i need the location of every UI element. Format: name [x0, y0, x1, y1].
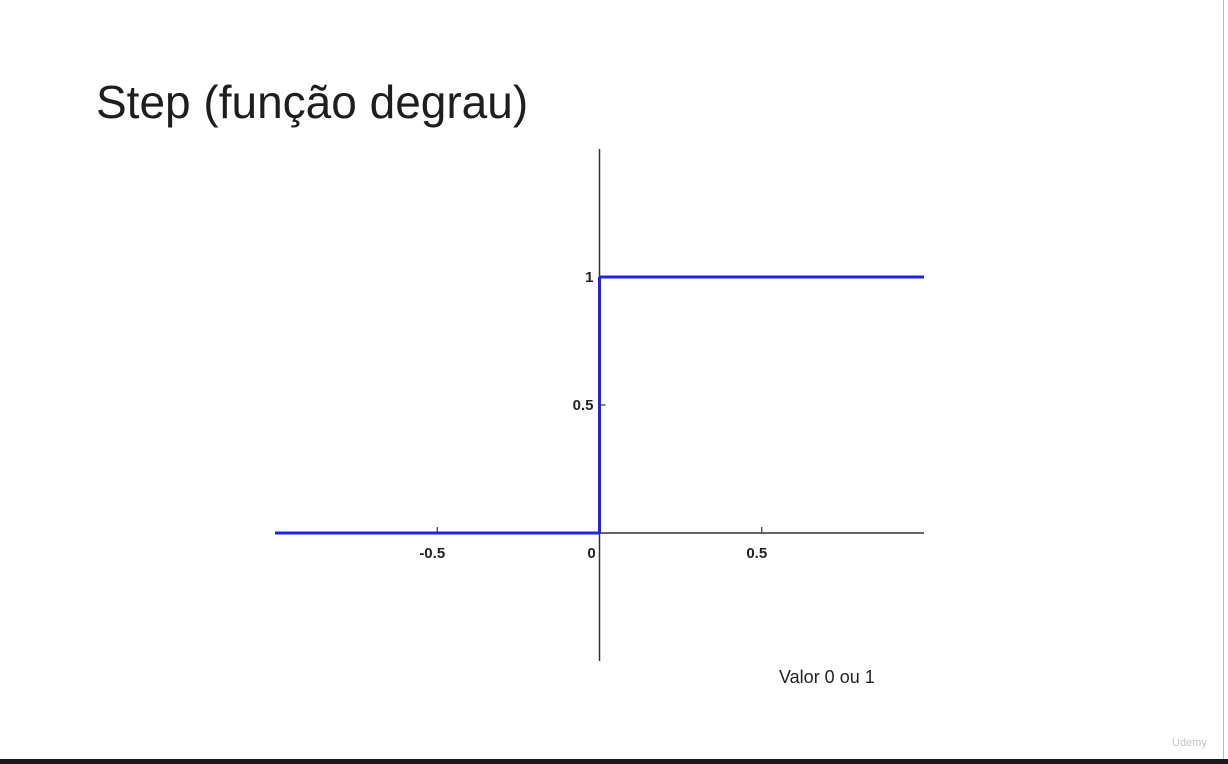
frame-border-right — [1223, 0, 1224, 764]
x-tick-label: -0.5 — [419, 545, 445, 562]
y-tick-label: 1 — [585, 269, 593, 286]
x-tick-label: 0 — [587, 545, 595, 562]
series-layer — [275, 275, 924, 535]
x-tick-label: 0.5 — [746, 545, 767, 562]
slide-title: Step (função degrau) — [96, 76, 529, 128]
watermark-logo: Udemy — [1172, 737, 1207, 749]
frame-border-bottom — [0, 759, 1228, 764]
tick-labels: -0.5 0 0.5 0.5 1 — [419, 269, 767, 562]
y-tick-label: 0.5 — [573, 397, 594, 414]
chart-caption: Valor 0 ou 1 — [779, 667, 875, 687]
